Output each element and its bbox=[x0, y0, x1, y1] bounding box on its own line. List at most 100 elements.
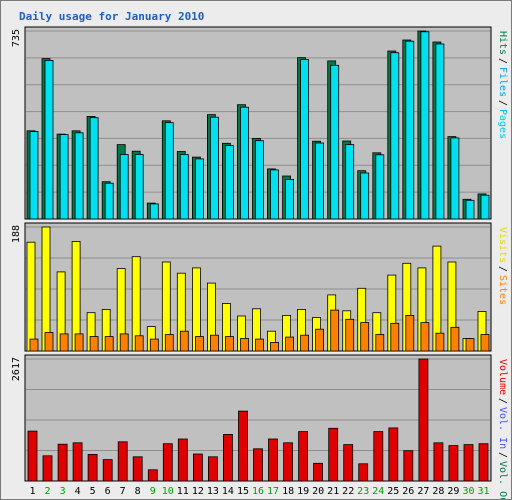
bar-volume-day-25 bbox=[388, 427, 399, 482]
day-label-21: 21 bbox=[327, 486, 339, 497]
day-label-23: 23 bbox=[357, 486, 369, 497]
bar-files-day-7 bbox=[119, 154, 129, 220]
bar-volume-day-10 bbox=[162, 443, 173, 482]
max-label-bottom: 2617 bbox=[11, 357, 22, 381]
bar-files-day-15 bbox=[240, 106, 249, 220]
bar-volume-day-30 bbox=[463, 444, 474, 482]
bar-volume-day-20 bbox=[313, 462, 324, 482]
day-label-1: 1 bbox=[29, 486, 35, 497]
bar-files-day-14 bbox=[224, 145, 234, 220]
day-label-17: 17 bbox=[267, 486, 279, 497]
max-labels: 735 188 2617 bbox=[11, 29, 22, 381]
day-label-11: 11 bbox=[177, 486, 189, 497]
side-legend: Hits / Files / Pages Visits / Sites Volume / Vol. … bbox=[497, 31, 508, 499]
bar-volume-day-31 bbox=[478, 443, 489, 482]
chart-title: Daily usage for January 2010 bbox=[19, 10, 204, 23]
bar-files-day-17 bbox=[270, 169, 279, 220]
bar-files-day-29 bbox=[450, 137, 460, 220]
bar-files-day-21 bbox=[330, 64, 340, 220]
bar-sites-day-22 bbox=[345, 318, 355, 352]
day-label-7: 7 bbox=[120, 486, 126, 497]
legend-top-hits: Hits bbox=[497, 31, 508, 55]
day-label-30: 30 bbox=[462, 486, 474, 497]
bar-volume-day-23 bbox=[358, 463, 369, 482]
bar-sites-day-3 bbox=[59, 333, 69, 352]
bar-files-day-8 bbox=[134, 154, 144, 220]
max-label-middle: 188 bbox=[11, 225, 22, 243]
legend-separator: / bbox=[497, 452, 508, 458]
day-label-31: 31 bbox=[477, 486, 489, 497]
bar-volume-day-17 bbox=[268, 438, 278, 482]
day-label-6: 6 bbox=[105, 486, 111, 497]
bar-sites-day-27 bbox=[420, 322, 430, 352]
bar-files-day-25 bbox=[390, 52, 400, 220]
bar-volume-day-19 bbox=[298, 431, 309, 482]
bar-files-day-12 bbox=[194, 158, 204, 220]
bar-sites-day-24 bbox=[375, 334, 385, 352]
day-label-10: 10 bbox=[162, 486, 174, 497]
bar-files-day-18 bbox=[285, 178, 295, 220]
day-labels: 1 2 3 4 5 6 7 8 9 10 11 12 13 14 15 16 17 18 19 20 21 22 23 24 2… bbox=[29, 486, 489, 497]
legend-middle-sites: Sites bbox=[497, 275, 508, 305]
legend-middle-visits: Visits bbox=[497, 227, 508, 263]
day-label-8: 8 bbox=[135, 486, 141, 497]
bar-files-day-13 bbox=[209, 116, 219, 220]
bar-files-day-16 bbox=[255, 140, 264, 220]
bar-files-day-28 bbox=[435, 43, 445, 220]
bar-sites-day-8 bbox=[134, 335, 144, 352]
day-label-19: 19 bbox=[297, 486, 309, 497]
bar-files-day-27 bbox=[420, 31, 430, 220]
day-label-15: 15 bbox=[237, 486, 249, 497]
legend-separator: / bbox=[497, 58, 508, 64]
bar-sites-day-14 bbox=[224, 336, 234, 352]
bar-sites-day-2 bbox=[44, 332, 54, 352]
bar-sites-day-10 bbox=[164, 334, 174, 352]
day-label-3: 3 bbox=[60, 486, 66, 497]
bar-files-day-31 bbox=[480, 194, 490, 220]
day-label-20: 20 bbox=[312, 486, 324, 497]
panel-top bbox=[24, 26, 492, 220]
bar-volume-day-24 bbox=[373, 431, 384, 482]
day-label-2: 2 bbox=[44, 486, 50, 497]
bar-volume-day-7 bbox=[117, 441, 128, 482]
bar-volume-day-27 bbox=[418, 358, 429, 482]
day-label-18: 18 bbox=[282, 486, 294, 497]
day-label-16: 16 bbox=[252, 486, 264, 497]
bar-volume-day-8 bbox=[132, 456, 143, 482]
bar-volume-day-1 bbox=[27, 430, 38, 482]
bar-sites-day-5 bbox=[89, 336, 99, 352]
bar-volume-day-2 bbox=[42, 455, 53, 482]
bar-volume-day-29 bbox=[448, 445, 459, 482]
bar-sites-day-1 bbox=[29, 338, 39, 352]
bar-volume-day-16 bbox=[253, 448, 263, 482]
day-label-29: 29 bbox=[447, 486, 459, 497]
day-label-14: 14 bbox=[222, 486, 234, 497]
legend-separator: / bbox=[497, 100, 508, 106]
bar-volume-day-28 bbox=[433, 442, 444, 482]
bar-volume-day-22 bbox=[343, 444, 354, 482]
bar-files-day-6 bbox=[104, 182, 114, 220]
bar-files-day-26 bbox=[405, 40, 415, 220]
bar-sites-day-9 bbox=[149, 338, 159, 352]
day-label-9: 9 bbox=[150, 486, 156, 497]
bar-volume-day-21 bbox=[328, 427, 339, 482]
bar-sites-day-29 bbox=[450, 326, 460, 352]
bar-files-day-23 bbox=[360, 172, 370, 220]
bar-volume-day-13 bbox=[207, 456, 218, 482]
legend-bottom-volin: Vol. In bbox=[497, 407, 508, 449]
panels bbox=[24, 26, 492, 482]
bar-sites-day-11 bbox=[179, 330, 189, 352]
day-label-28: 28 bbox=[432, 486, 444, 497]
legend-top-pages: Pages bbox=[497, 109, 508, 139]
bar-volume-day-15 bbox=[238, 410, 248, 482]
bar-sites-day-21 bbox=[330, 309, 340, 352]
bar-sites-day-25 bbox=[390, 322, 400, 352]
bar-sites-day-31 bbox=[480, 334, 490, 352]
bar-sites-day-6 bbox=[104, 336, 114, 352]
bar-files-day-9 bbox=[149, 203, 159, 220]
bar-sites-day-4 bbox=[74, 333, 84, 352]
bar-sites-day-12 bbox=[194, 336, 204, 352]
bar-files-day-30 bbox=[465, 199, 475, 220]
